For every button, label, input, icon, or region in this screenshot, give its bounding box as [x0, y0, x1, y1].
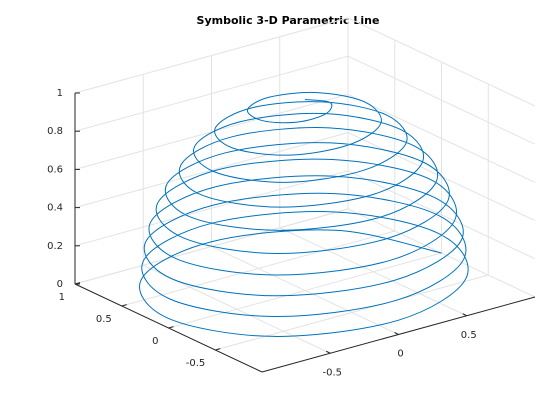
grid-line: [74, 93, 349, 170]
chart-title: Symbolic 3-D Parametric Line: [197, 14, 380, 27]
tick-mark: [121, 304, 127, 307]
x-tick-label: 0: [397, 349, 403, 360]
grid-line: [168, 252, 442, 329]
z-tick-label: 1: [57, 88, 63, 99]
x-tick-label: -0.5: [322, 367, 342, 378]
x-tick-label: 0.5: [461, 330, 477, 341]
grid-line: [74, 55, 349, 132]
z-tick-label: 0.4: [47, 203, 63, 214]
tick-mark: [215, 348, 221, 351]
y-tick-label: 1: [59, 292, 65, 303]
grid-line: [347, 93, 536, 183]
grid-line: [74, 17, 349, 94]
tick-mark: [74, 282, 81, 285]
tick-mark: [168, 326, 174, 329]
tick-mark: [326, 350, 331, 354]
grid-line: [347, 132, 536, 222]
grid-line: [347, 55, 536, 145]
tick-mark: [462, 313, 467, 317]
tick-mark: [394, 332, 399, 335]
z-tick-label: 0.6: [47, 164, 63, 175]
z-tick-label: 0.2: [47, 241, 63, 252]
z-tick-label: 0.8: [47, 126, 63, 137]
grid-line: [74, 170, 349, 247]
y-tick-label: -0.5: [186, 358, 206, 369]
grid-line: [121, 230, 395, 307]
z-tick-label: 0: [57, 279, 63, 290]
y-tick-label: 0: [152, 336, 158, 347]
curve: [139, 91, 469, 337]
grid-line: [347, 170, 536, 260]
y-tick-label: 0.5: [96, 314, 112, 325]
grid-line: [215, 274, 489, 351]
grid-line: [347, 17, 536, 107]
